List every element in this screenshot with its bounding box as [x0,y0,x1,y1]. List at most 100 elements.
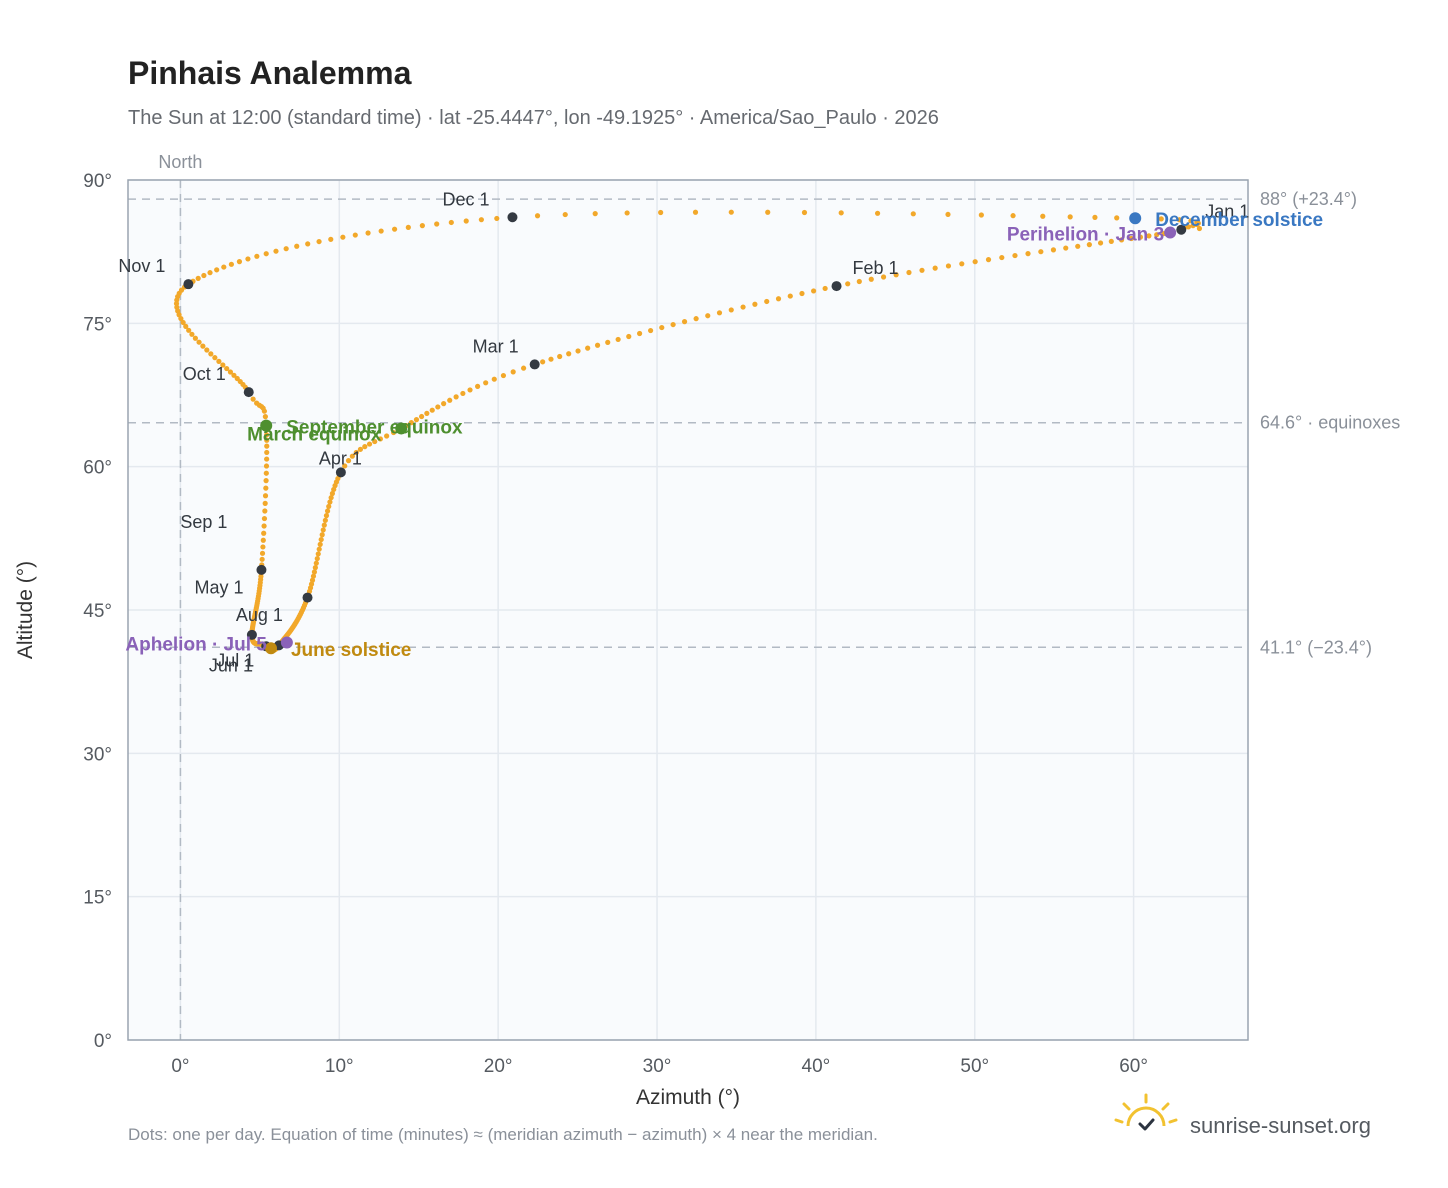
daily-dot [331,486,337,493]
month-marker [335,467,346,478]
daily-dot [340,234,346,240]
daily-dot [186,327,192,333]
daily-dot [310,573,317,579]
daily-dot [260,537,266,543]
daily-dot [932,265,938,271]
daily-dot [419,223,425,229]
daily-dot [365,230,371,236]
daily-dot [845,281,851,287]
daily-dot [311,569,318,575]
daily-dot [838,210,844,216]
daily-dot [221,264,227,270]
daily-dot [319,532,325,538]
daily-dot [263,485,269,491]
event-label: March equinox [247,424,382,445]
daily-dot [1040,213,1046,219]
y-tick-label: 75° [83,314,112,335]
daily-dot [262,500,268,506]
daily-dot [349,453,355,459]
daily-dot [453,394,459,400]
y-axis-ticks: 0° 15° 30° 45° 60° 75° 90° [83,171,112,1052]
month-marker-label: Jun 1 [209,655,253,675]
daily-dot [460,390,466,397]
daily-dot [478,217,484,223]
daily-dot [822,285,828,292]
daily-dot [263,251,269,257]
month-marker [529,359,540,370]
event-marker [1129,212,1142,225]
x-tick-label: 30° [643,1056,672,1077]
daily-dot [234,375,240,382]
daily-dot [764,298,770,305]
daily-dot [321,522,327,528]
daily-dot [391,226,398,232]
footnote: Dots: one per day. Equation of time (min… [128,1125,878,1144]
daily-dot [972,259,978,265]
daily-dot [262,493,269,499]
daily-dot [491,376,497,382]
daily-dot [372,438,378,445]
daily-dot [273,248,279,254]
y-tick-label: 60° [83,458,112,479]
daily-dot [200,343,206,349]
daily-dot [494,215,500,222]
daily-dot [658,209,664,216]
event-label: June solstice [291,640,411,661]
daily-dot [906,269,912,276]
chart-subtitle: The Sun at 12:00 (standard time) · lat -… [128,107,939,129]
daily-dot [316,546,322,552]
daily-dot [1137,234,1144,240]
daily-dot [500,372,507,379]
daily-dot [327,499,333,505]
daily-dot [775,296,782,302]
daily-dot [880,274,887,280]
daily-dot [1097,240,1104,246]
daily-dot [1188,218,1194,224]
x-tick-label: 40° [802,1056,831,1077]
daily-dot [765,209,771,215]
daily-dot [728,209,734,215]
daily-dot [752,301,758,307]
x-tick-label: 60° [1119,1056,1148,1077]
daily-dot [799,290,805,297]
daily-dot [263,463,270,469]
daily-dot [429,407,435,413]
event-marker [1164,226,1177,239]
daily-dot [605,339,611,345]
y-tick-label: 0° [94,1031,112,1052]
daily-dot [434,221,440,227]
daily-dot [728,307,734,313]
daily-dot [626,333,632,340]
daily-dot [224,365,230,372]
reference-line-label: 64.6° · equinoxes [1260,413,1400,433]
daily-dot [1196,225,1203,232]
daily-dot [214,267,220,273]
daily-dot [520,365,527,371]
daily-dot [183,323,189,329]
daily-dot [1146,233,1152,239]
brand-name[interactable]: sunrise-sunset.org [1190,1113,1371,1138]
daily-dot [254,253,260,259]
month-marker-label: Apr 1 [319,448,362,468]
y-tick-label: 45° [83,601,112,622]
daily-dot [316,238,322,245]
month-marker [507,212,518,223]
daily-dot [320,527,326,533]
daily-dot [261,523,267,529]
daily-dot [1158,216,1164,222]
daily-dot [548,356,554,362]
daily-dot [228,261,234,267]
daily-dot [615,336,621,343]
daily-dot [1075,243,1081,249]
month-marker-label: Nov 1 [118,256,165,276]
x-tick-label: 50° [960,1056,989,1077]
daily-dot [1154,232,1160,238]
daily-dot [435,404,441,410]
x-tick-label: 0° [171,1056,189,1077]
daily-dot [624,210,630,216]
daily-dot [204,347,210,353]
daily-dot [475,383,481,389]
y-tick-label: 30° [83,744,112,765]
